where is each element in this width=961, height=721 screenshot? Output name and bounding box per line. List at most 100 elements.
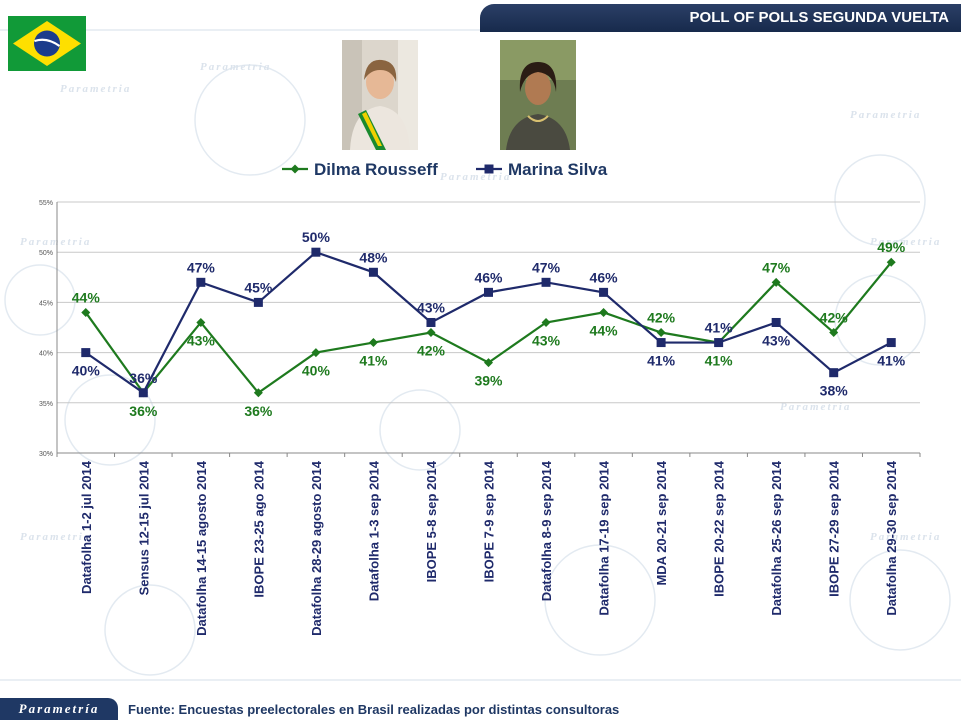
marina-point xyxy=(484,287,493,297)
dilma-point xyxy=(829,328,839,338)
svg-text:Parametria: Parametria xyxy=(20,236,91,248)
data-label: 49% xyxy=(877,239,906,255)
marina-point xyxy=(541,277,551,287)
brazil-flag-icon xyxy=(8,16,86,71)
marina-point xyxy=(599,287,609,297)
legend-label: Dilma Rousseff xyxy=(314,160,438,179)
data-label: 46% xyxy=(474,269,503,285)
dilma-point xyxy=(771,277,781,287)
data-label: 41% xyxy=(705,353,734,369)
dilma-point xyxy=(656,328,666,338)
data-label: 41% xyxy=(877,353,906,369)
svg-text:Parametria: Parametria xyxy=(870,531,941,543)
dilma-rousseff-photo xyxy=(342,40,418,150)
marina-point xyxy=(81,348,91,358)
x-tick-label: IBOPE 20-22 sep 2014 xyxy=(712,460,727,597)
dilma-point xyxy=(196,317,206,327)
data-label: 41% xyxy=(359,353,388,369)
legend-label: Marina Silva xyxy=(508,160,608,179)
marina-point xyxy=(253,297,263,307)
footer-bar xyxy=(0,696,961,721)
y-tick-label: 55% xyxy=(39,200,53,207)
y-tick-label: 40% xyxy=(39,351,53,358)
svg-text:Parametria: Parametria xyxy=(780,401,851,413)
marina-point xyxy=(714,338,724,348)
svg-text:Parametria: Parametria xyxy=(850,109,921,121)
x-tick-label: IBOPE 7-9 sep 2014 xyxy=(482,460,497,582)
data-label: 45% xyxy=(244,279,273,295)
data-label: 46% xyxy=(590,269,619,285)
svg-text:Parametria: Parametria xyxy=(870,236,941,248)
data-label: 48% xyxy=(359,249,388,265)
marina-point xyxy=(196,277,206,287)
data-label: 43% xyxy=(417,299,446,315)
y-tick-label: 35% xyxy=(39,401,53,408)
x-tick-label: Datafolha 1-2 jul 2014 xyxy=(79,460,94,594)
x-tick-label: Datafolha 17-19 sep 2014 xyxy=(597,460,612,615)
data-label: 47% xyxy=(762,259,791,275)
dilma-point xyxy=(81,307,91,317)
marina-point xyxy=(829,368,839,378)
data-label: 39% xyxy=(474,373,503,389)
data-label: 50% xyxy=(302,229,331,245)
data-label: 41% xyxy=(647,353,676,369)
data-label: 42% xyxy=(417,343,446,359)
x-tick-label: Datafolha 14-15 agosto 2014 xyxy=(194,460,209,636)
parametria-logo: Parametría xyxy=(0,698,118,720)
dilma-point xyxy=(599,307,609,317)
x-tick-label: Datafolha 1-3 sep 2014 xyxy=(366,460,381,601)
data-label: 44% xyxy=(72,289,101,305)
x-tick-label: MDA 20-21 sep 2014 xyxy=(654,460,669,585)
source-note: Fuente: Encuestas preelectorales en Bras… xyxy=(128,702,620,717)
data-label: 36% xyxy=(244,403,273,419)
x-tick-label: Datafolha 25-26 sep 2014 xyxy=(769,460,784,615)
marina-point xyxy=(368,267,378,277)
legend-marker xyxy=(484,164,494,174)
svg-text:Parametria: Parametria xyxy=(440,171,511,183)
x-tick-label: Datafolha 29-30 sep 2014 xyxy=(884,460,899,615)
dilma-point xyxy=(426,328,436,338)
data-label: 42% xyxy=(820,310,849,326)
svg-text:Parametria: Parametria xyxy=(60,83,131,95)
marina-point xyxy=(311,247,321,257)
data-label: 47% xyxy=(532,259,561,275)
data-label: 43% xyxy=(187,332,216,348)
legend-marker xyxy=(290,164,300,174)
data-label: 40% xyxy=(302,363,331,379)
marina-point xyxy=(771,317,781,327)
marina-point xyxy=(426,317,436,327)
dilma-point xyxy=(886,257,896,267)
marina-silva-photo xyxy=(500,40,576,150)
x-tick-label: Datafolha 28-29 agosto 2014 xyxy=(309,460,324,636)
x-tick-label: IBOPE 23-25 ago 2014 xyxy=(251,460,266,597)
dilma-point xyxy=(368,338,378,348)
data-label: 40% xyxy=(72,363,101,379)
dilma-point xyxy=(484,358,493,368)
x-tick-label: IBOPE 27-29 sep 2014 xyxy=(827,460,842,597)
marina-point xyxy=(138,388,148,398)
marina-point xyxy=(886,338,896,348)
y-tick-label: 45% xyxy=(39,300,53,307)
x-tick-label: IBOPE 5-8 sep 2014 xyxy=(424,460,439,582)
dilma-point xyxy=(253,388,263,398)
y-tick-label: 30% xyxy=(39,451,53,458)
y-tick-label: 50% xyxy=(39,250,53,257)
data-label: 41% xyxy=(705,320,734,336)
data-label: 47% xyxy=(187,259,216,275)
data-label: 42% xyxy=(647,310,676,326)
data-label: 38% xyxy=(820,383,849,399)
dilma-point xyxy=(541,317,551,327)
data-label: 36% xyxy=(129,403,158,419)
data-label: 43% xyxy=(532,332,561,348)
data-label: 43% xyxy=(762,332,791,348)
dilma-point xyxy=(311,348,321,358)
svg-text:Parametria: Parametria xyxy=(20,531,91,543)
data-label: 36% xyxy=(129,370,158,386)
poll-line-chart: 30% 35% 40% 45% 50% 55% Datafolha 1-2 jul 2014… xyxy=(39,160,921,636)
page-title: POLL OF POLLS SEGUNDA VUELTA xyxy=(480,4,961,32)
x-tick-label: Sensus 12-15 jul 2014 xyxy=(136,460,151,595)
marina-point xyxy=(656,338,666,348)
data-label: 44% xyxy=(590,322,619,338)
x-tick-label: Datafolha 8-9 sep 2014 xyxy=(539,460,554,601)
svg-text:Parametria: Parametria xyxy=(200,61,271,73)
